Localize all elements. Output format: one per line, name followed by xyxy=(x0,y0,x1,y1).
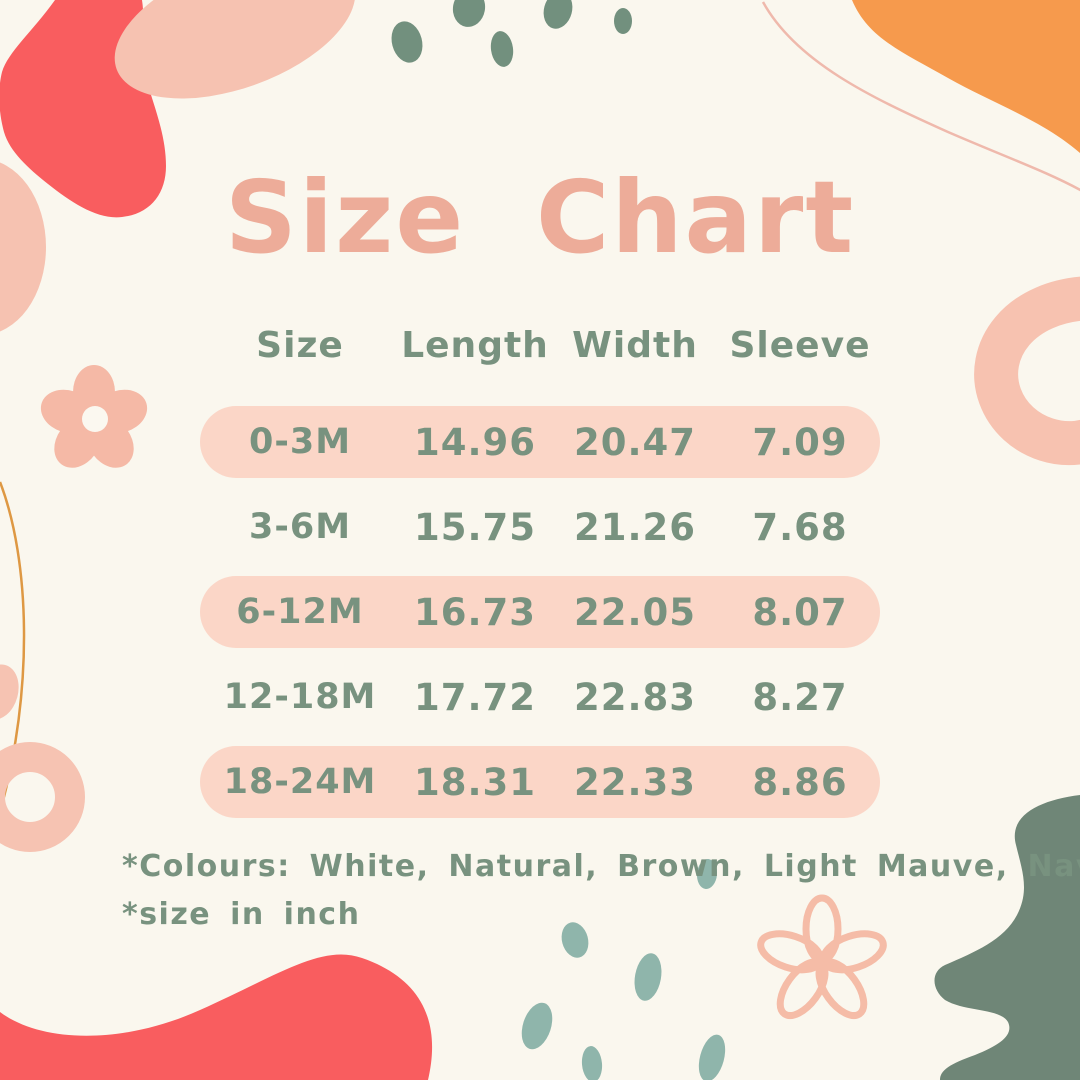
table-row: 0-3M 14.96 20.47 7.09 xyxy=(200,406,880,478)
table-row: 6-12M 16.73 22.05 8.07 xyxy=(200,576,880,648)
pink-flower-left-icon xyxy=(40,365,148,468)
table-header-row: Size Length Width Sleeve xyxy=(200,318,880,372)
teal-dots-bottom-icon xyxy=(521,859,726,1080)
page-title: Size Chart xyxy=(224,159,856,276)
pink-swirl-right-icon xyxy=(974,276,1080,466)
sleeve-cell: 8.86 xyxy=(752,760,848,804)
pink-line-top-right-icon xyxy=(761,1,1080,192)
length-cell: 15.75 xyxy=(413,505,537,549)
width-cell: 22.83 xyxy=(573,675,697,719)
flower-doodle-bottom-right-icon xyxy=(757,894,887,1019)
sleeve-cell: 7.09 xyxy=(752,420,848,464)
table-row: 18-24M 18.31 22.33 8.86 xyxy=(200,746,880,818)
length-cell: 17.72 xyxy=(413,675,537,719)
sleeve-cell: 8.07 xyxy=(752,590,848,634)
width-cell: 22.33 xyxy=(573,760,697,804)
orange-blob-top-right-icon xyxy=(852,0,1080,153)
size-cell: 18-24M xyxy=(223,762,377,802)
column-header-length: Length xyxy=(401,324,549,366)
table-row: 12-18M 17.72 22.83 8.27 xyxy=(200,661,880,733)
width-cell: 22.05 xyxy=(573,590,697,634)
width-cell: 21.26 xyxy=(573,505,697,549)
size-cell: 0-3M xyxy=(248,422,352,462)
length-cell: 18.31 xyxy=(413,760,537,804)
length-cell: 14.96 xyxy=(413,420,537,464)
table-row: 3-6M 15.75 21.26 7.68 xyxy=(200,491,880,563)
size-cell: 6-12M xyxy=(236,592,364,632)
green-dots-top-icon xyxy=(391,0,632,67)
size-table: Size Length Width Sleeve 0-3M 14.96 20.4… xyxy=(200,318,880,831)
sleeve-cell: 8.27 xyxy=(752,675,848,719)
pink-blob-left-icon xyxy=(0,162,46,332)
column-header-size: Size xyxy=(256,324,344,366)
green-blob-bottom-right-icon xyxy=(934,795,1080,1080)
coral-blob-bottom-icon xyxy=(0,954,433,1080)
width-cell: 20.47 xyxy=(573,420,697,464)
footnotes: *Colours: White, Natural, Brown, Light M… xyxy=(122,843,1080,939)
sleeve-cell: 7.68 xyxy=(752,505,848,549)
length-cell: 16.73 xyxy=(413,590,537,634)
size-cell: 12-18M xyxy=(223,677,377,717)
unit-note: *size in inch xyxy=(122,897,361,932)
pink-loop-bottom-left-icon xyxy=(0,664,85,852)
size-cell: 3-6M xyxy=(248,507,352,547)
column-header-width: Width xyxy=(572,324,698,366)
column-header-sleeve: Sleeve xyxy=(729,324,871,366)
colours-note: *Colours: White, Natural, Brown, Light M… xyxy=(122,849,1080,884)
pink-blob-top-icon xyxy=(114,0,356,99)
